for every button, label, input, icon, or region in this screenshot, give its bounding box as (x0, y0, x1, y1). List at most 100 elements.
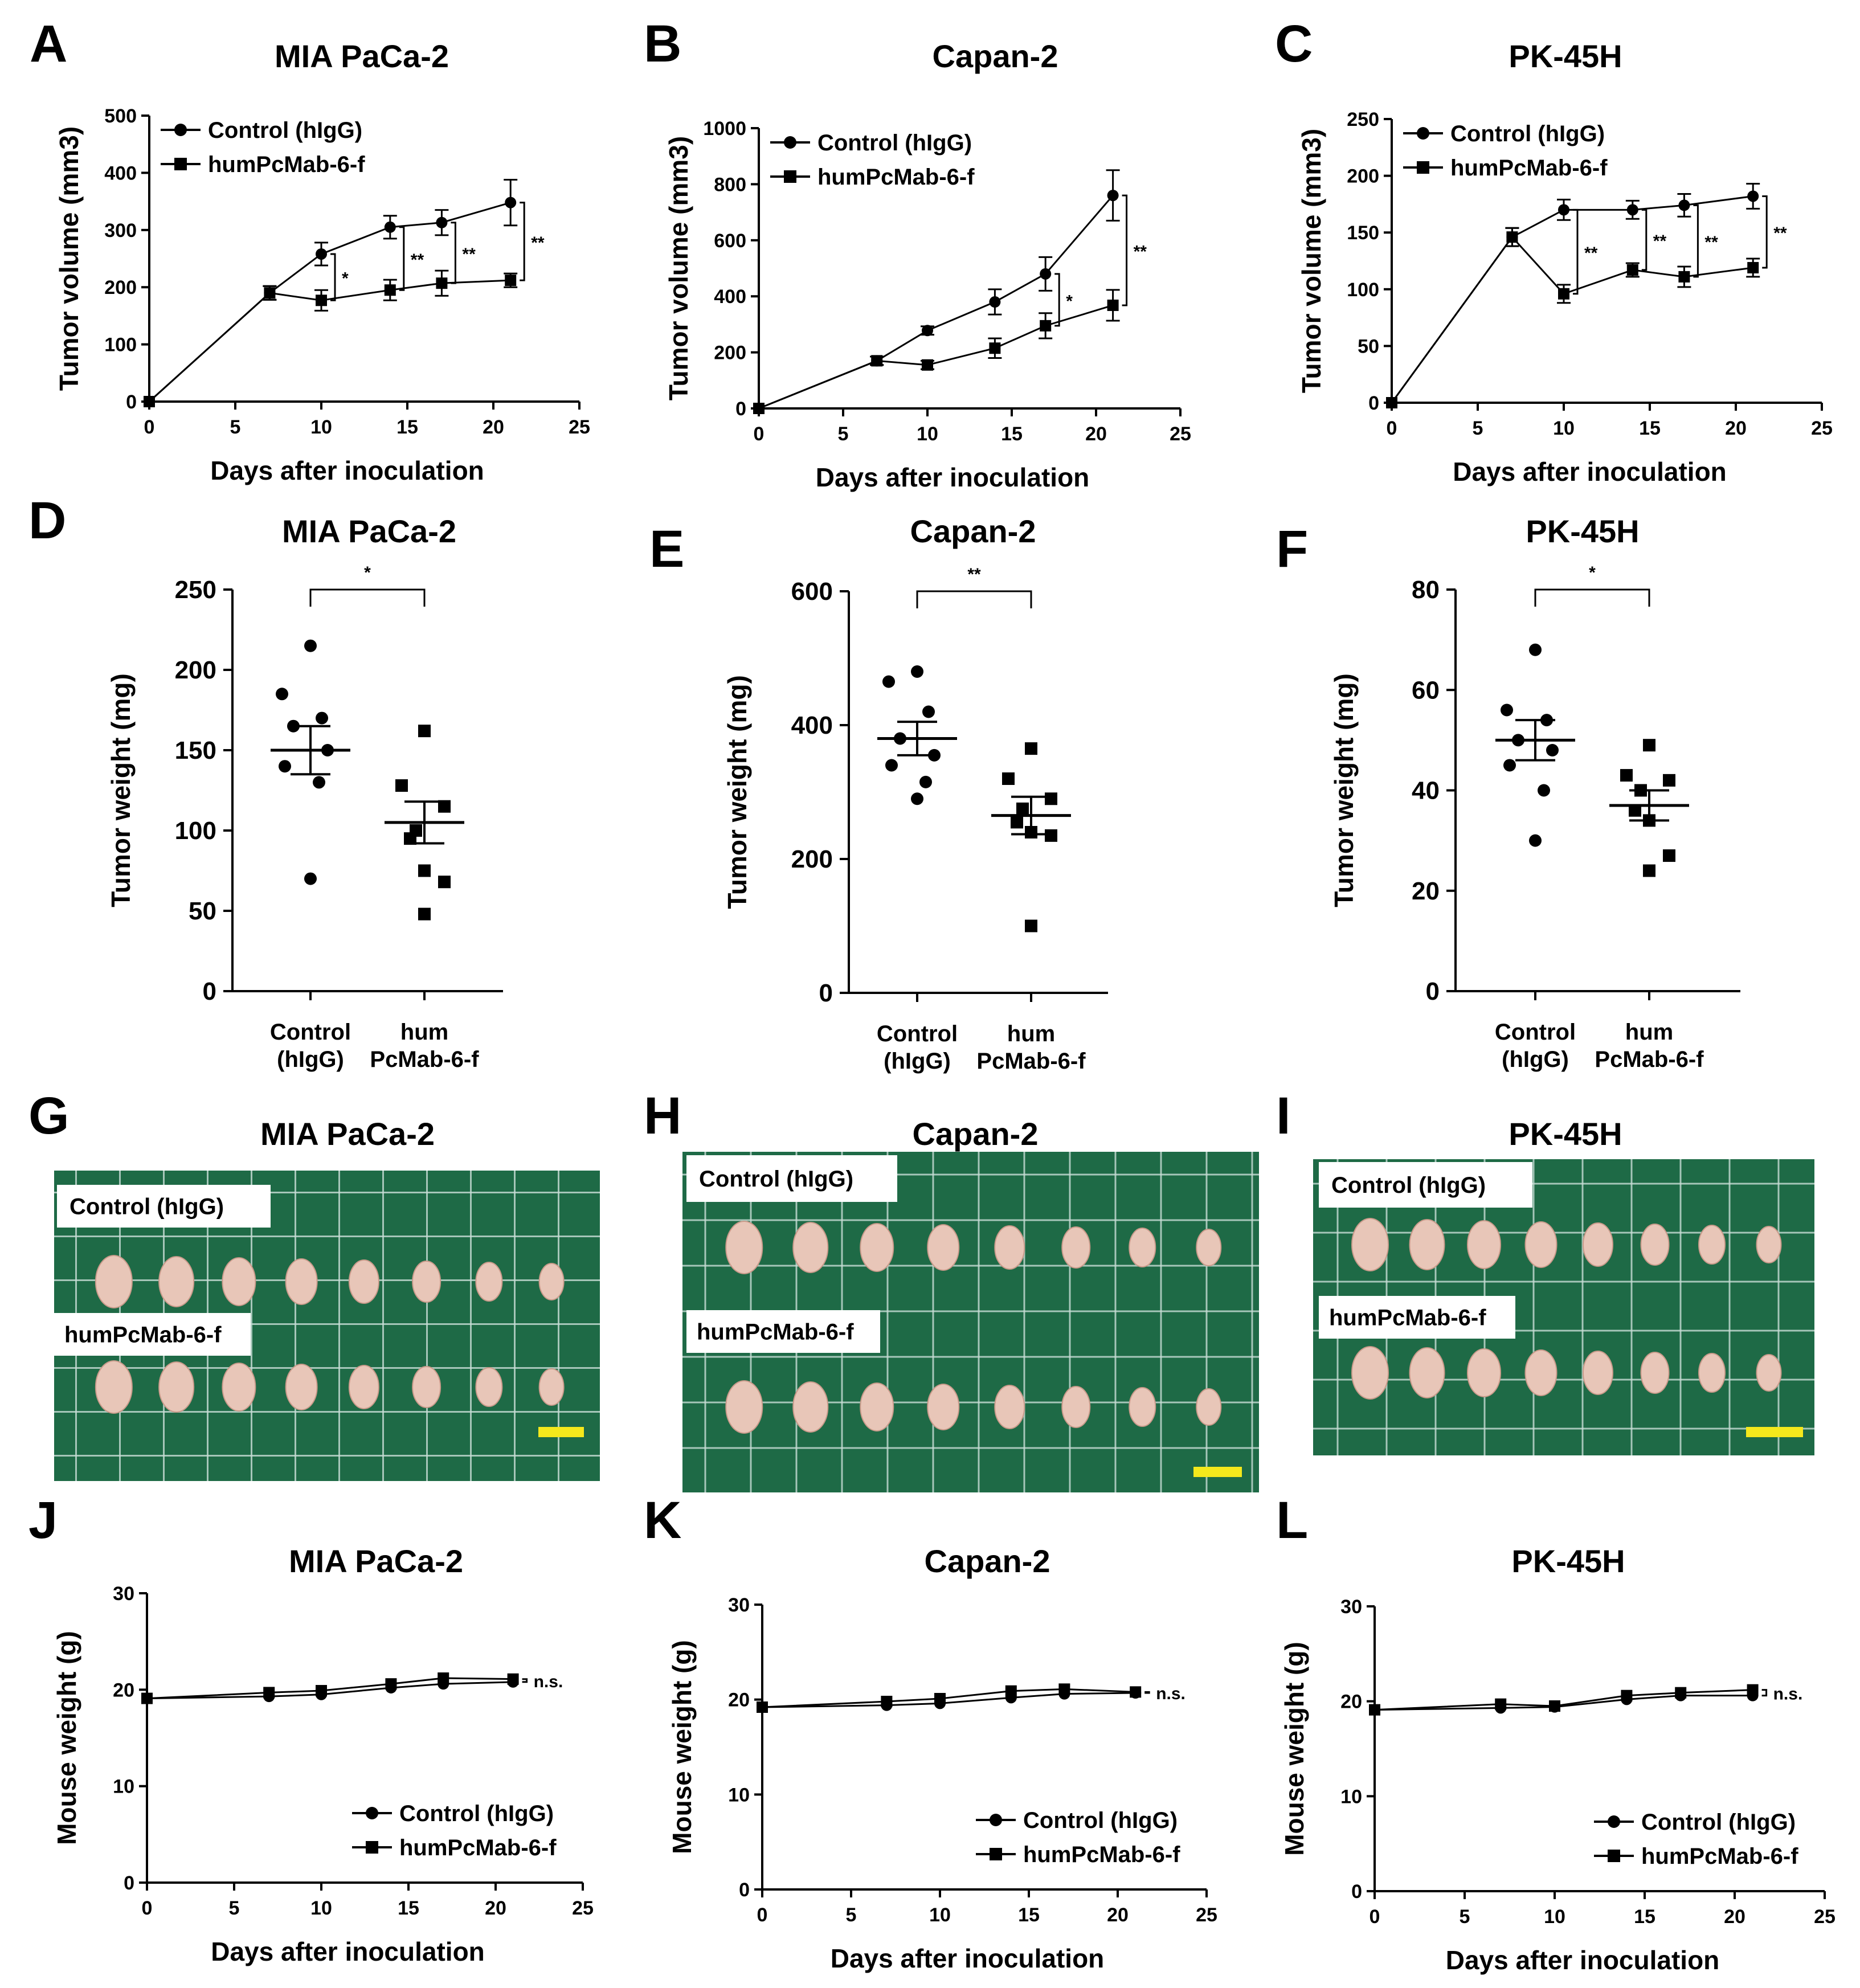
x-axis-label: Days after inoculation (831, 1944, 1105, 1973)
panel-letter: E (649, 520, 684, 578)
significance-label: n.s. (1773, 1685, 1803, 1704)
legend-label: Control (hIgG) (208, 118, 362, 143)
category-label: Control (270, 1020, 351, 1045)
tumor (95, 1255, 133, 1308)
significance-label: * (1066, 292, 1073, 310)
data-point (1675, 1687, 1687, 1699)
y-tick-label: 50 (189, 897, 216, 925)
tumor (1698, 1225, 1726, 1265)
y-tick-label: 0 (124, 1872, 134, 1894)
data-point (384, 284, 396, 296)
data-point (1025, 919, 1037, 932)
data-point (436, 216, 448, 228)
row-label: humPcMab-6-f (697, 1320, 854, 1345)
y-tick-label: 100 (104, 334, 137, 356)
tumor (285, 1258, 318, 1305)
x-tick-label: 25 (1196, 1904, 1217, 1926)
data-point (313, 776, 325, 789)
y-tick-label: 30 (113, 1583, 134, 1605)
tumor (1640, 1224, 1670, 1266)
tumor (792, 1222, 829, 1273)
y-axis-label: Tumor volume (mm3) (664, 136, 693, 400)
x-tick-label: 0 (142, 1897, 153, 1919)
y-tick-label: 1000 (703, 118, 746, 140)
y-axis-label: Mouse weight (g) (52, 1631, 81, 1845)
y-tick-label: 30 (1340, 1596, 1362, 1618)
panel-letter: I (1276, 1087, 1291, 1145)
row-label: Control (hIgG) (1331, 1173, 1486, 1198)
tumor (1756, 1226, 1782, 1263)
x-tick-label: 10 (310, 416, 332, 438)
panel-letter: B (644, 15, 681, 73)
row-label: Control (hIgG) (699, 1167, 853, 1192)
data-point (881, 1696, 893, 1707)
data-point (1663, 774, 1675, 787)
data-point (1058, 1683, 1070, 1695)
panel-letter: K (644, 1491, 681, 1549)
x-tick-label: 20 (483, 416, 504, 438)
data-point (438, 1672, 449, 1684)
tumor (412, 1261, 442, 1303)
y-tick-label: 50 (1358, 336, 1379, 357)
photo-panel-G: G MIA PaCa-2 Control (hIgG) humPcMab-6-f (28, 1087, 600, 1481)
data-point (1678, 199, 1690, 211)
panel-letter: F (1276, 520, 1308, 578)
chart-title: Capan-2 (910, 513, 1036, 549)
x-tick-label: 10 (917, 423, 938, 445)
category-label: hum (1007, 1021, 1055, 1046)
data-point (1025, 742, 1037, 755)
x-tick-label: 20 (1725, 418, 1747, 439)
data-point (1538, 784, 1550, 797)
chart-K: K Capan-2 0 5 10 15 20 25 0 10 20 30 Days after inoc… (644, 1491, 1217, 1973)
x-axis-label: Days after inoculation (816, 463, 1090, 492)
photo-title: MIA PaCa-2 (260, 1116, 435, 1152)
tumor (994, 1225, 1025, 1270)
chart-title: Capan-2 (933, 38, 1058, 74)
data-point (1747, 261, 1759, 273)
x-tick-label: 15 (1018, 1904, 1040, 1926)
tumor (1524, 1221, 1558, 1268)
chart-A: A MIA PaCa-2 0 5 10 15 20 25 0 100 200 300 400 500 Day… (30, 15, 590, 485)
data-point (316, 248, 327, 260)
x-tick-label: 25 (572, 1897, 594, 1919)
y-tick-label: 40 (1412, 777, 1440, 805)
data-point (1107, 190, 1119, 202)
significance-label: * (342, 269, 349, 288)
data-point (395, 779, 408, 792)
tumor (538, 1263, 565, 1300)
y-axis-label: Tumor weight (mg) (722, 675, 752, 909)
legend-label: Control (hIgG) (1641, 1810, 1796, 1835)
tumor (1061, 1226, 1091, 1269)
significance-bracket (1122, 194, 1128, 306)
x-tick-label: 20 (1085, 423, 1107, 445)
legend-marker (1417, 161, 1429, 174)
x-tick-label: 25 (569, 416, 590, 438)
series-line (1391, 235, 1753, 403)
legend-label: humPcMab-6-f (208, 152, 365, 177)
data-point (1678, 271, 1690, 283)
chart-title: PK-45H (1511, 1543, 1625, 1579)
series-line (148, 279, 511, 403)
x-tick-label: 0 (1387, 418, 1397, 439)
y-tick-label: 10 (1340, 1786, 1362, 1807)
data-point (1643, 739, 1655, 752)
data-point (1040, 320, 1052, 332)
data-point (1503, 759, 1516, 772)
y-tick-label: 0 (203, 977, 216, 1005)
significance-label: ** (1134, 243, 1147, 261)
data-point (1011, 816, 1023, 829)
y-tick-label: 30 (728, 1594, 750, 1616)
data-point (144, 396, 155, 407)
data-point (1747, 1684, 1759, 1696)
y-tick-label: 200 (104, 277, 137, 298)
data-point (885, 759, 898, 772)
tumor (95, 1360, 133, 1414)
data-point (507, 1673, 519, 1685)
category-label: Control (1495, 1020, 1576, 1045)
significance-label: ** (967, 565, 981, 584)
x-tick-label: 10 (1544, 1906, 1565, 1928)
tumor (1524, 1349, 1558, 1396)
y-axis-label: Mouse weight (g) (1279, 1642, 1309, 1856)
tumor (994, 1385, 1025, 1429)
